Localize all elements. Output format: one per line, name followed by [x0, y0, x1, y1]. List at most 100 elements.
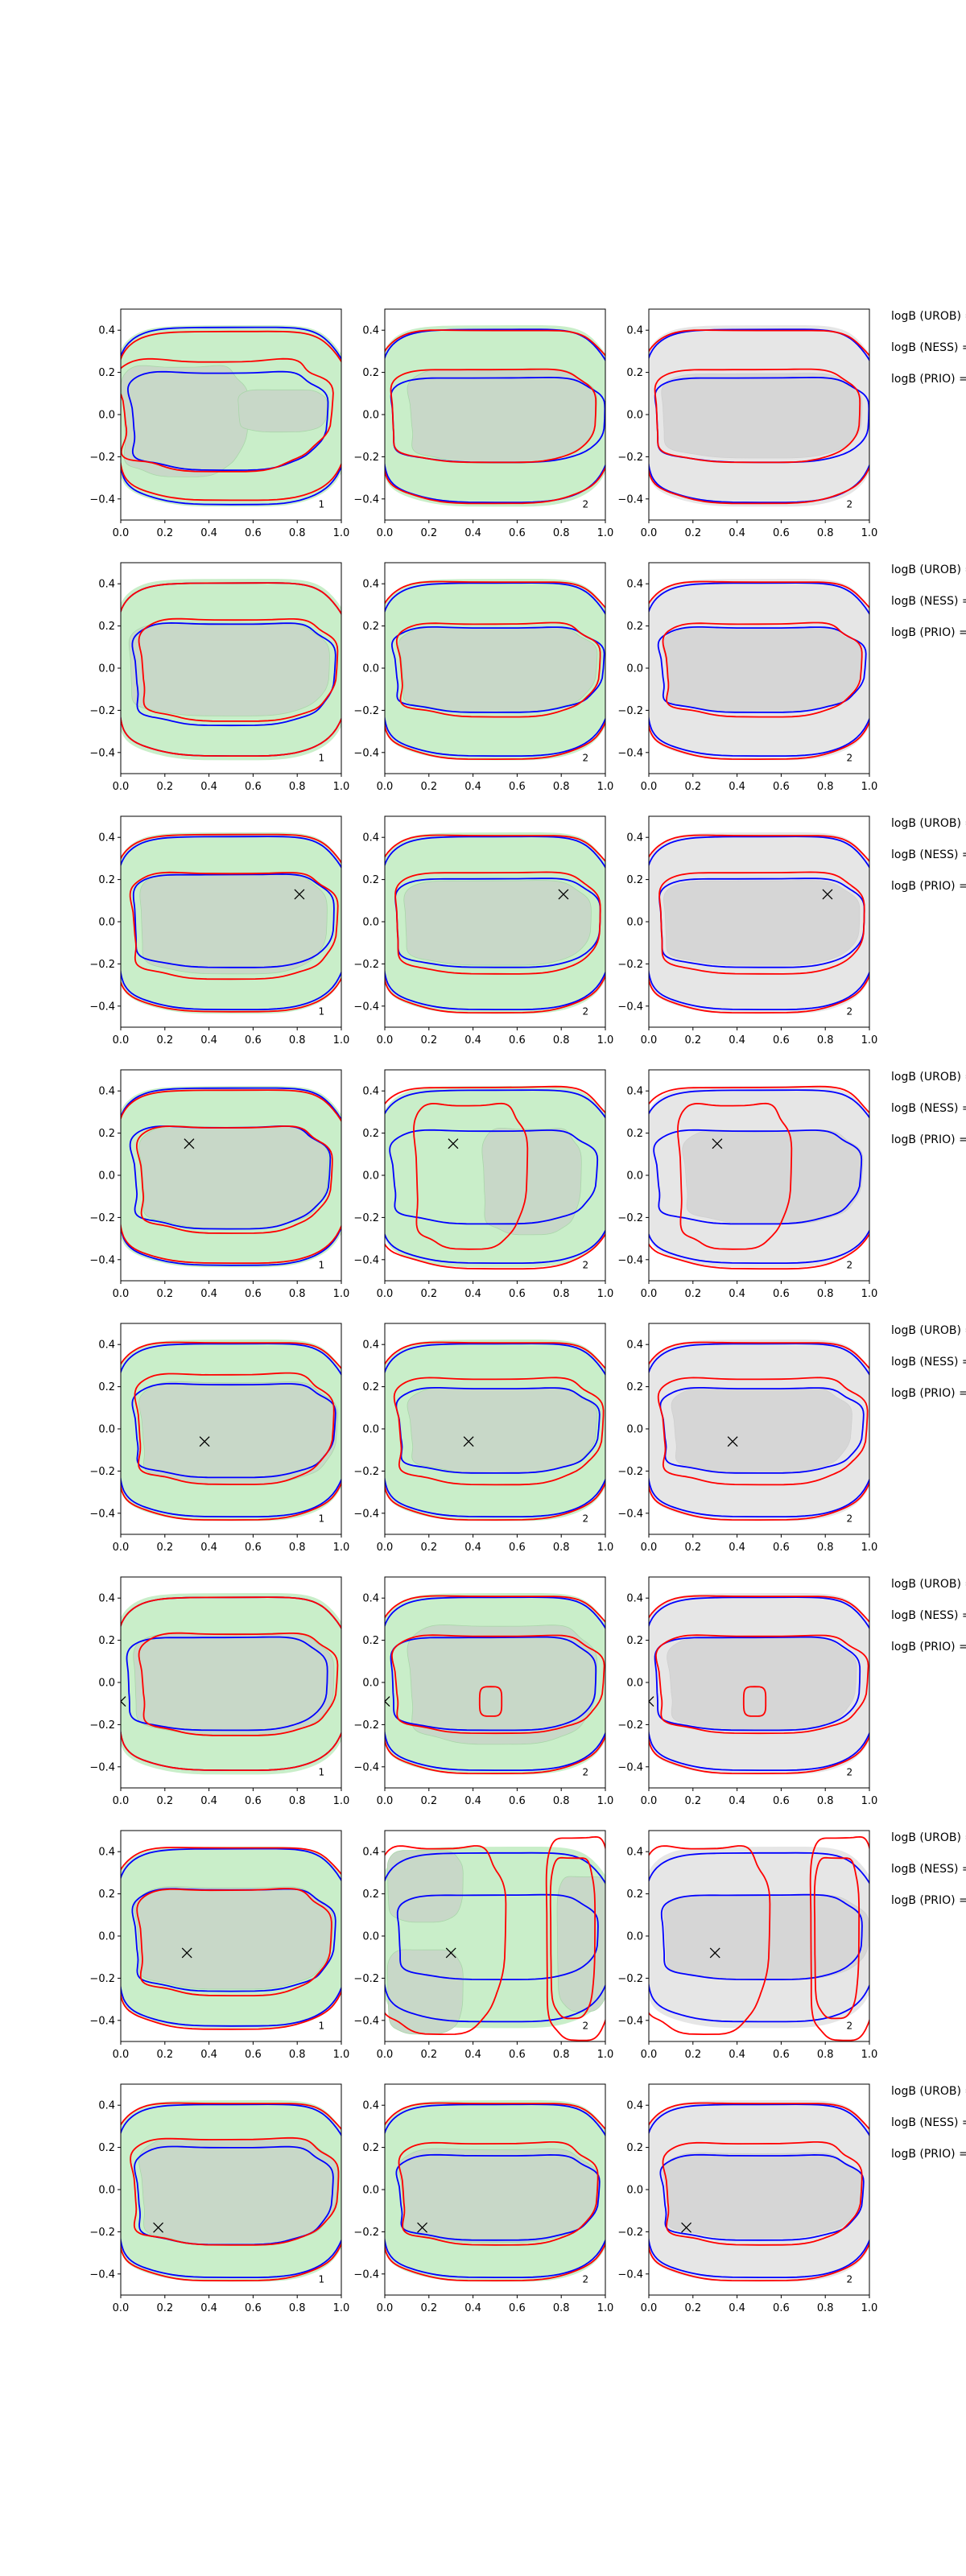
- plot-area: [385, 1593, 605, 1775]
- y-tick-label: 0.4: [362, 1847, 379, 1859]
- x-tick-label: 1.0: [333, 527, 350, 539]
- x-tick-label: 0.8: [817, 1542, 834, 1554]
- x-tick-label: 0.2: [684, 2302, 701, 2314]
- x-tick-label: 0.6: [509, 1288, 526, 1300]
- y-tick-label: 0.0: [626, 663, 643, 675]
- x-tick-label: 0.4: [200, 1034, 217, 1046]
- contour-red: [398, 2141, 599, 2246]
- contour-blue: [131, 1888, 336, 1992]
- subplot-r3-c2: 2 0.4 0.2 0.0 −0.2 −0.4 0.0 0.2 0.4 0.6 0.8 1.0: [353, 815, 613, 1046]
- x-tick-label: 0.0: [113, 1542, 130, 1554]
- contour-red: [649, 329, 869, 505]
- x-marker: [558, 889, 569, 900]
- contour-red: [390, 1634, 605, 1735]
- x-tick-label: 0.8: [553, 527, 570, 539]
- x-tick-label: 1.0: [333, 781, 350, 793]
- plot-area: [649, 1085, 869, 1270]
- plot-area: [121, 325, 341, 507]
- logb-urob-label: logB (UROB) =: [891, 1071, 966, 1084]
- density-blob: [237, 389, 328, 433]
- x-tick-label: 0.0: [113, 1795, 130, 1807]
- y-tick-label: −0.2: [617, 452, 643, 464]
- y-tick-label: 0.0: [362, 2185, 379, 2197]
- y-tick-label: −0.2: [353, 2227, 379, 2239]
- contour-blue: [649, 1089, 869, 1264]
- contour-red: [121, 2102, 341, 2282]
- y-tick-label: −0.4: [353, 2268, 379, 2281]
- contour-red: [393, 1377, 605, 1486]
- subplot-r5-c1: 1 0.4 0.2 0.0 −0.2 −0.4 0.0 0.2 0.4 0.6 0.8 1.0: [89, 1323, 349, 1554]
- y-tick-label: −0.2: [617, 1466, 643, 1478]
- x-tick-label: 0.0: [113, 2302, 130, 2314]
- y-tick-label: 0.0: [626, 1424, 643, 1436]
- x-tick-label: 0.6: [245, 1288, 262, 1300]
- x-tick-label: 0.0: [113, 527, 130, 539]
- x-tick-label: 0.4: [729, 2049, 745, 2061]
- contour-red: [121, 357, 334, 473]
- logb-ness-label: logB (NESS) =: [891, 2116, 966, 2129]
- x-tick-label: 0.2: [156, 781, 173, 793]
- x-tick-label: 0.2: [156, 1288, 173, 1300]
- y-tick-label: 0.4: [98, 1086, 115, 1098]
- density-blob: [134, 1886, 334, 1990]
- y-tick-label: 0.2: [626, 1635, 643, 1647]
- y-tick-label: 0.2: [626, 2142, 643, 2154]
- x-tick-label: 1.0: [861, 1542, 878, 1554]
- y-tick-label: −0.2: [617, 1719, 643, 1732]
- x-tick-label: 0.2: [156, 527, 173, 539]
- contour-blue: [385, 1596, 605, 1771]
- y-tick-label: 0.4: [98, 2100, 115, 2112]
- contour-red: [654, 1634, 869, 1735]
- plot-area: [385, 579, 605, 761]
- x-tick-label: 0.8: [289, 1795, 306, 1807]
- subplot-r3-c3: 2 0.4 0.2 0.0 −0.2 −0.4 0.0 0.2 0.4 0.6 0.8 1.0: [617, 815, 877, 1046]
- x-tick-label: 0.4: [729, 1288, 745, 1300]
- contour-red: [385, 580, 605, 761]
- panel-corner-label: 1: [319, 752, 325, 763]
- x-tick-label: 1.0: [333, 2049, 350, 2061]
- contour-red: [545, 1835, 605, 2041]
- y-tick-label: −0.2: [89, 959, 115, 971]
- panel-corner-label: 1: [319, 2273, 325, 2285]
- x-tick-label: 0.8: [817, 1795, 834, 1807]
- contour-red: [395, 621, 601, 718]
- x-tick-label: 1.0: [861, 2049, 878, 2061]
- x-marker: [385, 1696, 390, 1707]
- subplot-r4-c1: 1 0.4 0.2 0.0 −0.2 −0.4 0.0 0.2 0.4 0.6 0.8 1.0: [89, 1069, 349, 1300]
- y-tick-label: 0.4: [98, 1593, 115, 1605]
- contour-red: [138, 1632, 339, 1736]
- y-tick-label: 0.4: [362, 1086, 379, 1098]
- x-tick-label: 0.6: [773, 1034, 790, 1046]
- y-tick-label: 0.0: [98, 917, 115, 929]
- contour-red: [658, 871, 865, 975]
- y-tick-label: −0.4: [353, 1001, 379, 1013]
- x-tick-label: 0.2: [156, 2049, 173, 2061]
- x-tick-label: 1.0: [597, 527, 614, 539]
- panel-corner-label: 1: [319, 498, 325, 510]
- y-tick-label: −0.2: [89, 1466, 115, 1478]
- logb-ness-label: logB (NESS) =: [891, 341, 966, 354]
- y-tick-label: −0.4: [89, 1001, 115, 1013]
- x-tick-label: 0.0: [377, 1542, 394, 1554]
- contour-red: [478, 1686, 503, 1717]
- x-tick-label: 0.0: [641, 2302, 658, 2314]
- x-marker: [445, 1947, 456, 1959]
- y-tick-label: −0.2: [353, 1212, 379, 1224]
- x-tick-label: 0.2: [420, 1795, 437, 1807]
- x-tick-label: 0.6: [773, 1288, 790, 1300]
- x-tick-label: 0.0: [377, 2049, 394, 2061]
- x-tick-label: 0.4: [200, 527, 217, 539]
- contour-red: [394, 871, 601, 975]
- contour-blue: [657, 626, 867, 713]
- y-tick-label: 0.2: [98, 621, 115, 633]
- y-tick-label: 0.0: [626, 917, 643, 929]
- panel-corner-label: 1: [319, 1766, 325, 1777]
- panel-corner-label: 1: [319, 1005, 325, 1017]
- panel-corner-label: 2: [847, 1766, 853, 1777]
- logb-prio-label: logB (PRIO) =: [891, 626, 966, 639]
- x-tick-label: 0.8: [553, 1034, 570, 1046]
- x-tick-label: 0.6: [773, 781, 790, 793]
- x-tick-label: 0.8: [817, 527, 834, 539]
- logb-prio-label: logB (PRIO) =: [891, 1133, 966, 1146]
